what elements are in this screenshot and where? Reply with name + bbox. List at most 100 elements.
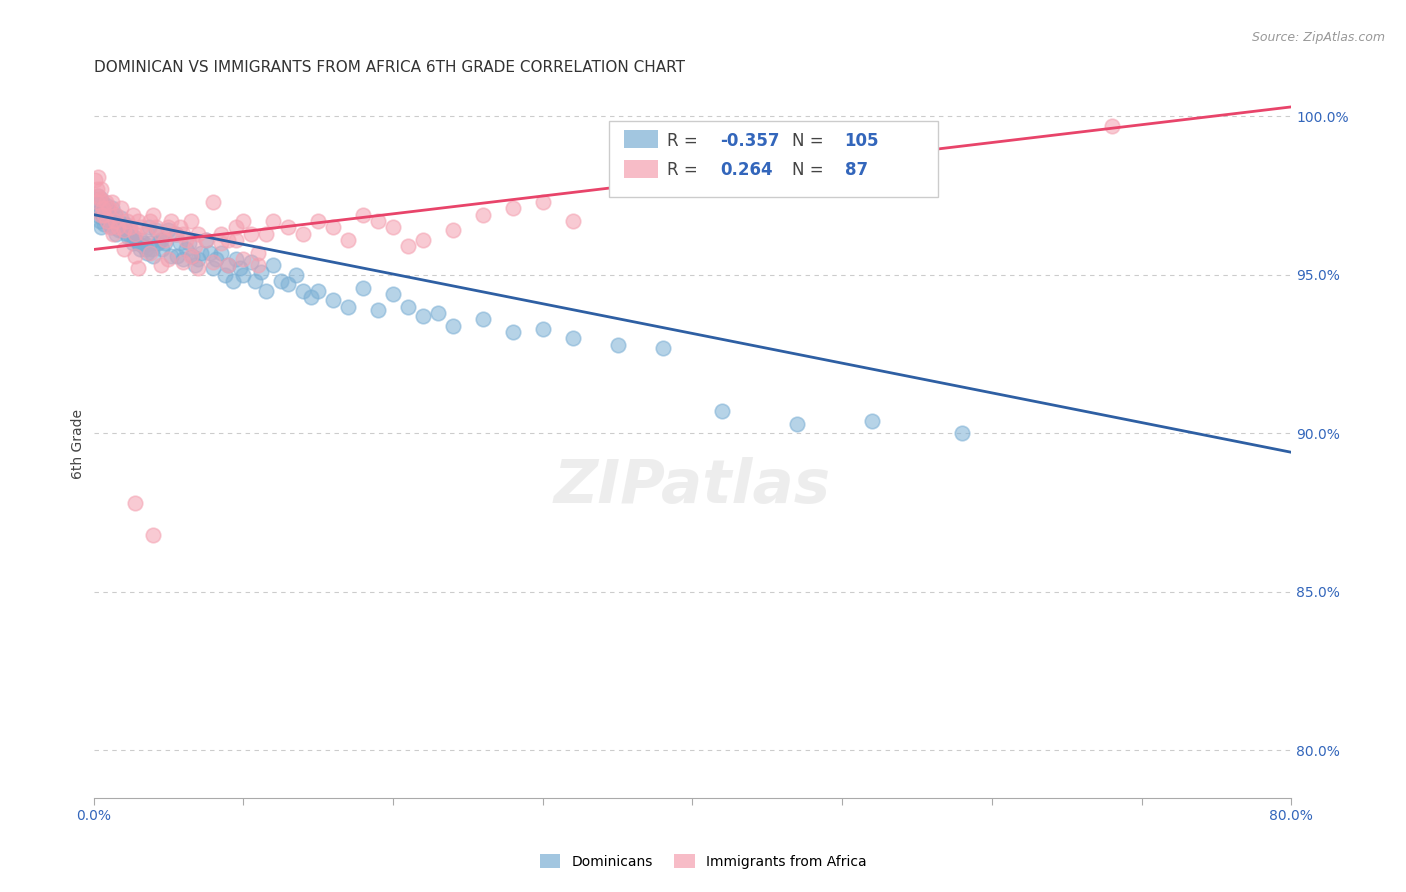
Point — [225, 220, 247, 235]
Text: DOMINICAN VS IMMIGRANTS FROM AFRICA 6TH GRADE CORRELATION CHART: DOMINICAN VS IMMIGRANTS FROM AFRICA 6TH … — [94, 60, 685, 75]
Text: 0.264: 0.264 — [720, 161, 773, 179]
Point — [561, 214, 583, 228]
Point — [179, 236, 201, 251]
Point — [142, 208, 165, 222]
Text: R =: R = — [668, 131, 703, 150]
Point — [94, 194, 117, 209]
Point — [86, 198, 108, 212]
Point — [134, 236, 156, 251]
Point — [93, 202, 115, 216]
Point — [139, 214, 162, 228]
Point — [91, 202, 114, 216]
Point — [115, 214, 138, 228]
Point — [87, 169, 110, 184]
Text: Source: ZipAtlas.com: Source: ZipAtlas.com — [1251, 31, 1385, 45]
Point — [232, 214, 254, 228]
Point — [108, 223, 131, 237]
Point — [149, 258, 172, 272]
Point — [97, 204, 120, 219]
Point — [194, 233, 217, 247]
Point — [284, 268, 307, 282]
Point — [426, 306, 449, 320]
Point — [441, 223, 464, 237]
Point — [145, 223, 167, 237]
Point — [786, 417, 808, 431]
Point — [299, 290, 322, 304]
Point — [950, 426, 973, 441]
Y-axis label: 6th Grade: 6th Grade — [72, 409, 86, 479]
Point — [138, 220, 160, 235]
Point — [190, 245, 212, 260]
Point — [184, 239, 207, 253]
Point — [87, 188, 110, 202]
Point — [155, 233, 177, 247]
Point — [139, 236, 162, 251]
Point — [91, 198, 114, 212]
Point — [157, 223, 180, 237]
Point — [352, 280, 374, 294]
Point — [180, 249, 202, 263]
Point — [214, 268, 236, 282]
Point — [651, 341, 673, 355]
Point — [352, 208, 374, 222]
Point — [114, 217, 136, 231]
Point — [100, 220, 122, 235]
Point — [139, 245, 162, 260]
Point — [202, 194, 225, 209]
Point — [502, 325, 524, 339]
Point — [89, 204, 111, 219]
Text: N =: N = — [792, 161, 834, 179]
Point — [292, 227, 315, 241]
Point — [94, 198, 117, 212]
Point — [229, 261, 252, 276]
Point — [209, 227, 232, 241]
Point — [93, 208, 115, 222]
Point — [122, 229, 145, 244]
Point — [87, 188, 110, 202]
Point — [169, 220, 191, 235]
Point — [110, 211, 132, 225]
Text: ZIPatlas: ZIPatlas — [554, 458, 831, 516]
Point — [247, 258, 270, 272]
Point — [146, 236, 169, 251]
Point — [471, 208, 494, 222]
Point — [184, 258, 207, 272]
Point — [86, 194, 108, 209]
Point — [307, 284, 329, 298]
Point — [117, 229, 139, 244]
Point — [172, 255, 194, 269]
Point — [124, 233, 146, 247]
Point — [262, 214, 284, 228]
Point — [103, 214, 125, 228]
Point — [90, 192, 112, 206]
Point — [105, 227, 128, 241]
Point — [172, 227, 194, 241]
Point — [531, 321, 554, 335]
Point — [502, 202, 524, 216]
Point — [97, 202, 120, 216]
Point — [382, 286, 405, 301]
Point — [100, 202, 122, 216]
Point — [157, 220, 180, 235]
FancyBboxPatch shape — [609, 120, 938, 197]
Point — [124, 496, 146, 510]
Point — [254, 284, 277, 298]
Point — [124, 249, 146, 263]
Point — [93, 217, 115, 231]
Point — [145, 220, 167, 235]
Point — [89, 192, 111, 206]
Point — [277, 277, 299, 292]
FancyBboxPatch shape — [624, 160, 658, 178]
Point — [277, 220, 299, 235]
Point — [217, 233, 239, 247]
Point — [561, 331, 583, 345]
Point — [141, 243, 163, 257]
Point — [142, 249, 165, 263]
Point — [187, 252, 209, 266]
Point — [181, 249, 204, 263]
Point — [112, 223, 135, 237]
Legend: Dominicans, Immigrants from Africa: Dominicans, Immigrants from Africa — [534, 849, 872, 874]
Point — [531, 194, 554, 209]
Point — [101, 214, 124, 228]
Point — [86, 182, 108, 196]
